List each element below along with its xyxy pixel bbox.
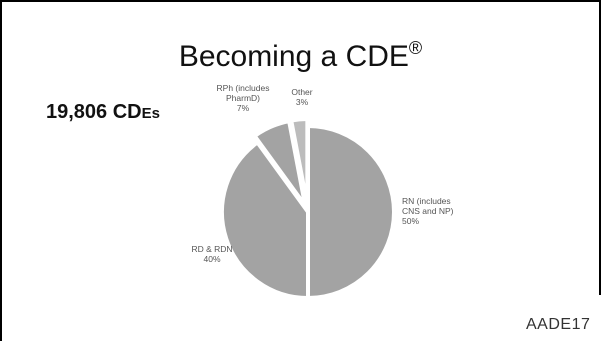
slide-border-top (0, 0, 601, 2)
slide-border-right (599, 0, 601, 295)
slide-border-left (0, 0, 2, 341)
pie-slice (289, 117, 310, 208)
pie-slice (306, 124, 396, 300)
cde-count-number: 19,806 CD (46, 101, 142, 123)
slice-label-line: RPh (includes (217, 83, 270, 93)
registered-mark: ® (408, 38, 423, 58)
cde-count-suffix: Es (141, 105, 160, 122)
slice-label: RPh (includes PharmD) 7% (217, 83, 270, 113)
cde-count: 19,806 CDEs (46, 101, 160, 124)
slice-label: Other 3% (291, 87, 312, 107)
slice-label-line: 3% (296, 97, 309, 107)
pie-slice (252, 119, 308, 208)
slice-label-line: PharmD) (226, 93, 260, 103)
slice-label-line: RN (includes (402, 196, 451, 206)
slice-label-line: 40% (203, 254, 220, 264)
slice-label-line: RD & RDN (191, 244, 232, 254)
pie-slice (220, 140, 310, 300)
slide-title-text: Becoming a CDE (178, 40, 409, 73)
slice-label-line: Other (291, 87, 312, 97)
aade17-logo: AADE17 (526, 316, 591, 333)
slice-label: RD & RDN 40% (191, 244, 232, 264)
slice-label-line: 50% (402, 216, 419, 226)
slice-label-line: CNS and NP) (402, 206, 454, 216)
slice-label-line: 7% (237, 103, 250, 113)
slide-title: Becoming a CDE® (0, 38, 601, 74)
slice-label: RN (includes CNS and NP) 50% (402, 196, 454, 226)
